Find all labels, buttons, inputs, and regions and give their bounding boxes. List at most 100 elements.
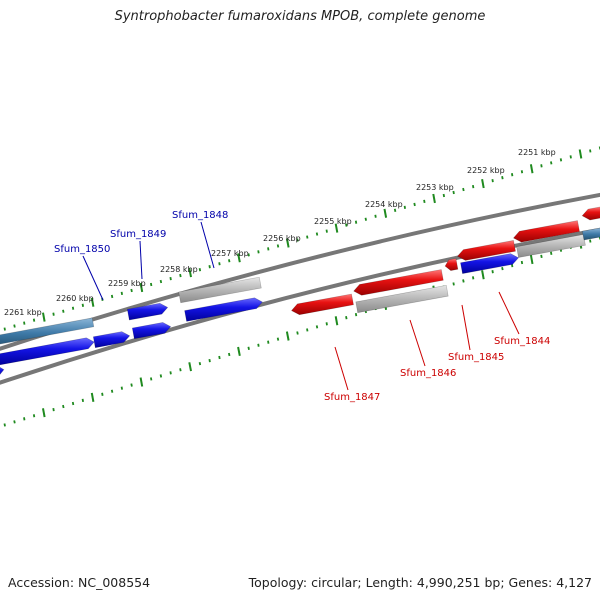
genome-backbone-inner bbox=[0, 227, 600, 385]
upper-ruler-tick bbox=[188, 268, 192, 278]
upper-ruler-tick bbox=[540, 164, 543, 168]
gene-feature-sfum-1845-red bbox=[444, 258, 459, 271]
upper-ruler-tick bbox=[306, 235, 309, 239]
lower-ruler-tick bbox=[150, 377, 153, 381]
lower-ruler-tick bbox=[42, 408, 46, 418]
kbp-label-2253: 2253 kbp bbox=[416, 183, 454, 192]
upper-ruler-tick bbox=[481, 179, 485, 189]
upper-ruler-tick bbox=[413, 202, 416, 207]
lower-ruler-tick bbox=[23, 417, 26, 421]
upper-ruler-tick bbox=[315, 232, 319, 236]
lower-ruler-tick bbox=[62, 404, 65, 409]
lower-ruler-tick bbox=[110, 389, 114, 393]
upper-ruler-tick bbox=[529, 164, 534, 174]
gene-feature-blue-mid bbox=[131, 322, 172, 340]
upper-ruler-tick bbox=[403, 205, 406, 209]
lower-ruler-tick bbox=[472, 276, 475, 280]
upper-ruler-tick bbox=[423, 199, 426, 204]
accession-label: Accession: NC_008554 bbox=[8, 575, 151, 590]
gene-feature-sfum-1848 bbox=[184, 297, 263, 322]
kbp-label-2261: 2261 kbp bbox=[4, 308, 42, 317]
upper-ruler-tick bbox=[325, 229, 328, 233]
lower-ruler-tick bbox=[501, 267, 504, 271]
gene-labels: Sfum_1850 Sfum_1849 Sfum_1848 Sfum_1847 … bbox=[54, 210, 550, 403]
lower-ruler-tick bbox=[354, 312, 358, 317]
gene-feature-red-edge bbox=[581, 206, 600, 221]
gene-feature-blue-long bbox=[0, 337, 95, 366]
upper-ruler-tick bbox=[3, 327, 6, 331]
upper-ruler-tick bbox=[81, 303, 84, 307]
upper-ruler-tick bbox=[462, 187, 465, 192]
upper-ruler-tick bbox=[501, 176, 504, 180]
kbp-labels: 2251 kbp 2252 kbp 2253 kbp 2254 kbp 2255… bbox=[4, 148, 556, 317]
gene-feature-blue-right bbox=[460, 253, 519, 274]
upper-ruler-tick bbox=[90, 297, 95, 307]
upper-ruler-tick bbox=[23, 321, 26, 325]
genome-title: Syntrophobacter fumaroxidans MPOB, compl… bbox=[114, 9, 486, 24]
gene-feature-sfum-1844 bbox=[513, 220, 580, 243]
lower-ruler-tick bbox=[296, 331, 299, 335]
gene-label-sfum-1850: Sfum_1850 bbox=[54, 244, 110, 255]
upper-ruler-tick bbox=[276, 244, 280, 248]
position-ruler-ticks bbox=[3, 146, 600, 427]
gene-feature-gray-upper bbox=[178, 276, 262, 304]
lower-ruler-tick bbox=[511, 263, 514, 268]
lower-ruler-tick bbox=[81, 398, 84, 403]
lower-ruler-tick bbox=[491, 270, 494, 274]
lower-ruler-tick bbox=[529, 254, 534, 265]
upper-ruler-tick bbox=[13, 324, 16, 328]
lower-ruler-tick bbox=[120, 386, 123, 390]
upper-ruler-tick bbox=[130, 288, 133, 293]
kbp-label-2256: 2256 kbp bbox=[263, 234, 301, 243]
upper-ruler-tick bbox=[71, 306, 75, 310]
lower-ruler-tick bbox=[90, 392, 95, 402]
upper-ruler-tick bbox=[62, 309, 65, 313]
gene-features bbox=[0, 206, 600, 375]
lower-ruler-tick bbox=[345, 316, 348, 320]
leader-sfum-1845 bbox=[461, 304, 471, 351]
gene-feature-gray-right bbox=[516, 234, 586, 258]
leader-sfum-1848 bbox=[200, 221, 215, 269]
upper-ruler-tick bbox=[150, 282, 153, 287]
upper-ruler-tick bbox=[198, 268, 202, 272]
lower-ruler-tick bbox=[52, 407, 55, 412]
upper-ruler-tick bbox=[110, 294, 114, 299]
leader-sfum-1846 bbox=[409, 319, 426, 367]
lower-ruler-tick bbox=[13, 420, 16, 424]
upper-ruler-tick bbox=[228, 259, 231, 263]
lower-ruler-tick bbox=[32, 414, 36, 418]
lower-ruler-tick bbox=[101, 392, 104, 396]
kbp-label-2251: 2251 kbp bbox=[518, 148, 556, 157]
upper-ruler-tick bbox=[393, 208, 397, 212]
leader-sfum-1850 bbox=[82, 255, 104, 301]
lower-ruler-tick bbox=[540, 254, 543, 259]
upper-ruler-tick bbox=[589, 149, 592, 153]
lower-ruler-tick bbox=[208, 358, 211, 363]
lower-ruler-tick bbox=[589, 239, 592, 243]
lower-ruler-tick bbox=[139, 377, 144, 387]
lower-ruler-tick bbox=[267, 340, 270, 344]
gene-label-sfum-1846: Sfum_1846 bbox=[400, 368, 456, 379]
leader-sfum-1844 bbox=[498, 291, 520, 335]
lower-ruler-tick bbox=[276, 337, 280, 341]
lower-ruler-tick bbox=[306, 328, 309, 332]
upper-ruler-tick bbox=[139, 282, 144, 293]
lower-ruler-tick bbox=[550, 251, 553, 255]
kbp-label-2254: 2254 kbp bbox=[365, 200, 403, 209]
upper-ruler-tick bbox=[472, 184, 475, 189]
lower-ruler-tick bbox=[179, 368, 182, 372]
lower-ruler-tick bbox=[198, 362, 202, 366]
gene-leader-lines bbox=[82, 221, 520, 391]
gene-feature-blue-edge bbox=[0, 366, 5, 375]
upper-ruler-tick bbox=[218, 262, 221, 266]
lower-ruler-tick bbox=[188, 362, 192, 372]
kbp-label-2258: 2258 kbp bbox=[160, 265, 198, 274]
gene-feature-sfum-1849 bbox=[126, 302, 169, 321]
gene-label-sfum-1845: Sfum_1845 bbox=[448, 352, 504, 363]
genome-summary-label: Topology: circular; Length: 4,990,251 bp… bbox=[248, 575, 592, 590]
upper-ruler-tick bbox=[208, 265, 211, 269]
upper-ruler-tick bbox=[511, 173, 514, 177]
lower-ruler-tick bbox=[325, 322, 328, 326]
